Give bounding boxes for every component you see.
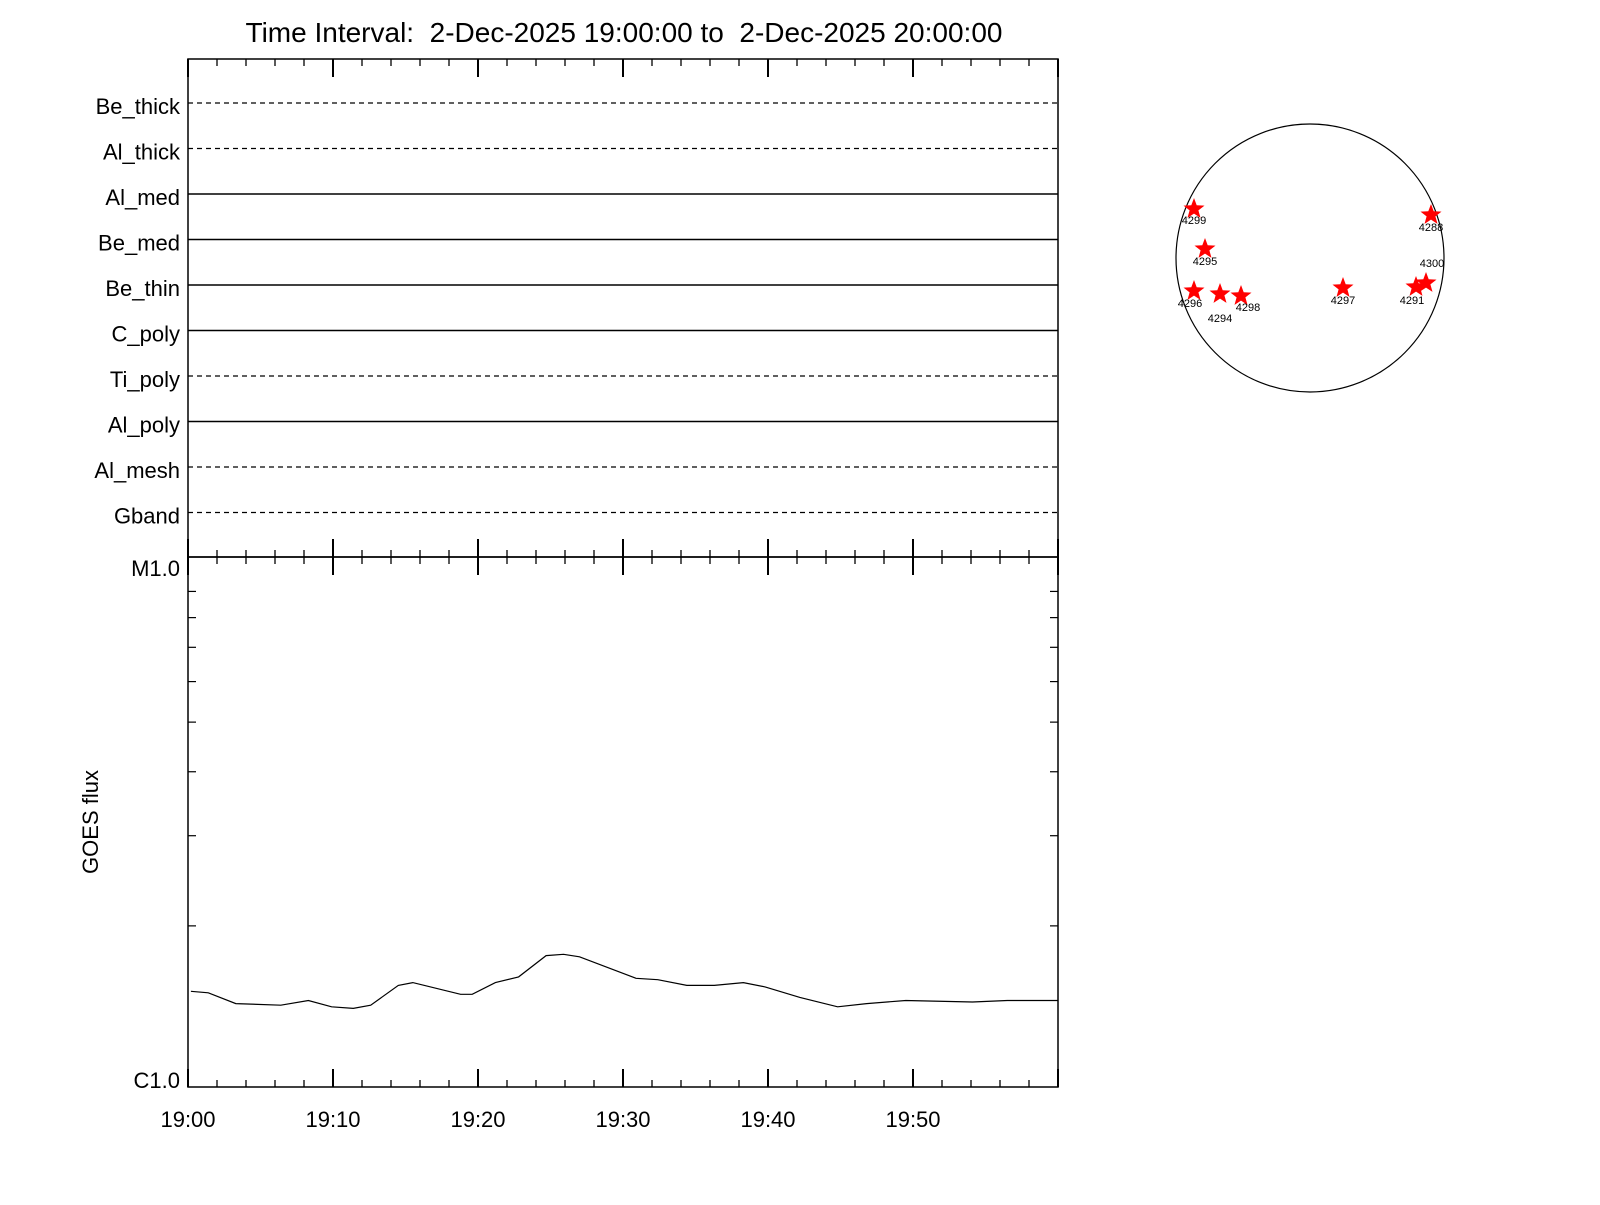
- goes-flux-line: [190, 953, 1058, 1010]
- region-label: 4297: [1331, 295, 1355, 307]
- region-marker-star: [1405, 276, 1427, 296]
- channel-label: Be_med: [98, 231, 180, 256]
- x-tick-label: 19:40: [740, 1107, 795, 1132]
- solar-limb: [1175, 123, 1445, 393]
- goes-panel: M1.0 C1.0 19:00 19:10 19:20 19:30 19:40 19:50: [131, 556, 1059, 1132]
- channel-panel: Be_thick Al_thick Al_med Be_med Be_thin C_pol…: [94, 58, 1059, 558]
- region-label: 4296: [1178, 298, 1202, 310]
- y-tick-label: C1.0: [134, 1068, 180, 1093]
- region-marker-star: [1194, 238, 1216, 258]
- channel-label: Al_mesh: [94, 458, 180, 483]
- channel-label: Be_thin: [105, 276, 180, 301]
- region-label: 4298: [1236, 302, 1260, 314]
- channel-panel-frame: [187, 58, 1059, 558]
- x-tick-label: 19:10: [305, 1107, 360, 1132]
- region-label: 4300: [1420, 258, 1444, 270]
- chart-title: Time Interval: 2-Dec-2025 19:00:00 to 2-…: [246, 17, 1003, 48]
- goes-panel-frame: [187, 556, 1059, 1088]
- region-marker-star: [1230, 285, 1252, 305]
- channel-label: C_poly: [112, 322, 180, 347]
- x-tick-label: 19:50: [885, 1107, 940, 1132]
- x-tick-label: 19:30: [595, 1107, 650, 1132]
- channel-label: Al_med: [105, 185, 180, 210]
- region-marker-star: [1332, 277, 1354, 297]
- solar-disk-map: 4299 4295 4296 4294 4298 4297 4291 4300 4288: [1175, 123, 1445, 393]
- region-marker-star: [1183, 280, 1205, 300]
- region-label: 4295: [1193, 256, 1217, 268]
- region-marker-star: [1420, 204, 1442, 224]
- region-marker-star: [1183, 198, 1205, 218]
- x-tick-label: 19:20: [450, 1107, 505, 1132]
- region-label: 4288: [1419, 222, 1443, 234]
- y-axis-label: GOES flux: [78, 770, 103, 874]
- channel-label: Gband: [114, 504, 180, 529]
- channel-label: Ti_poly: [110, 367, 180, 392]
- region-label: 4291: [1400, 295, 1424, 307]
- channel-label: Be_thick: [96, 94, 181, 119]
- region-label: 4294: [1208, 313, 1232, 325]
- region-marker-star: [1209, 283, 1231, 303]
- region-label: 4299: [1182, 215, 1206, 227]
- channel-label: Al_thick: [103, 140, 181, 165]
- y-tick-label: M1.0: [131, 556, 180, 581]
- x-tick-label: 19:00: [160, 1107, 215, 1132]
- region-marker-star: [1415, 272, 1437, 292]
- channel-label: Al_poly: [108, 413, 180, 438]
